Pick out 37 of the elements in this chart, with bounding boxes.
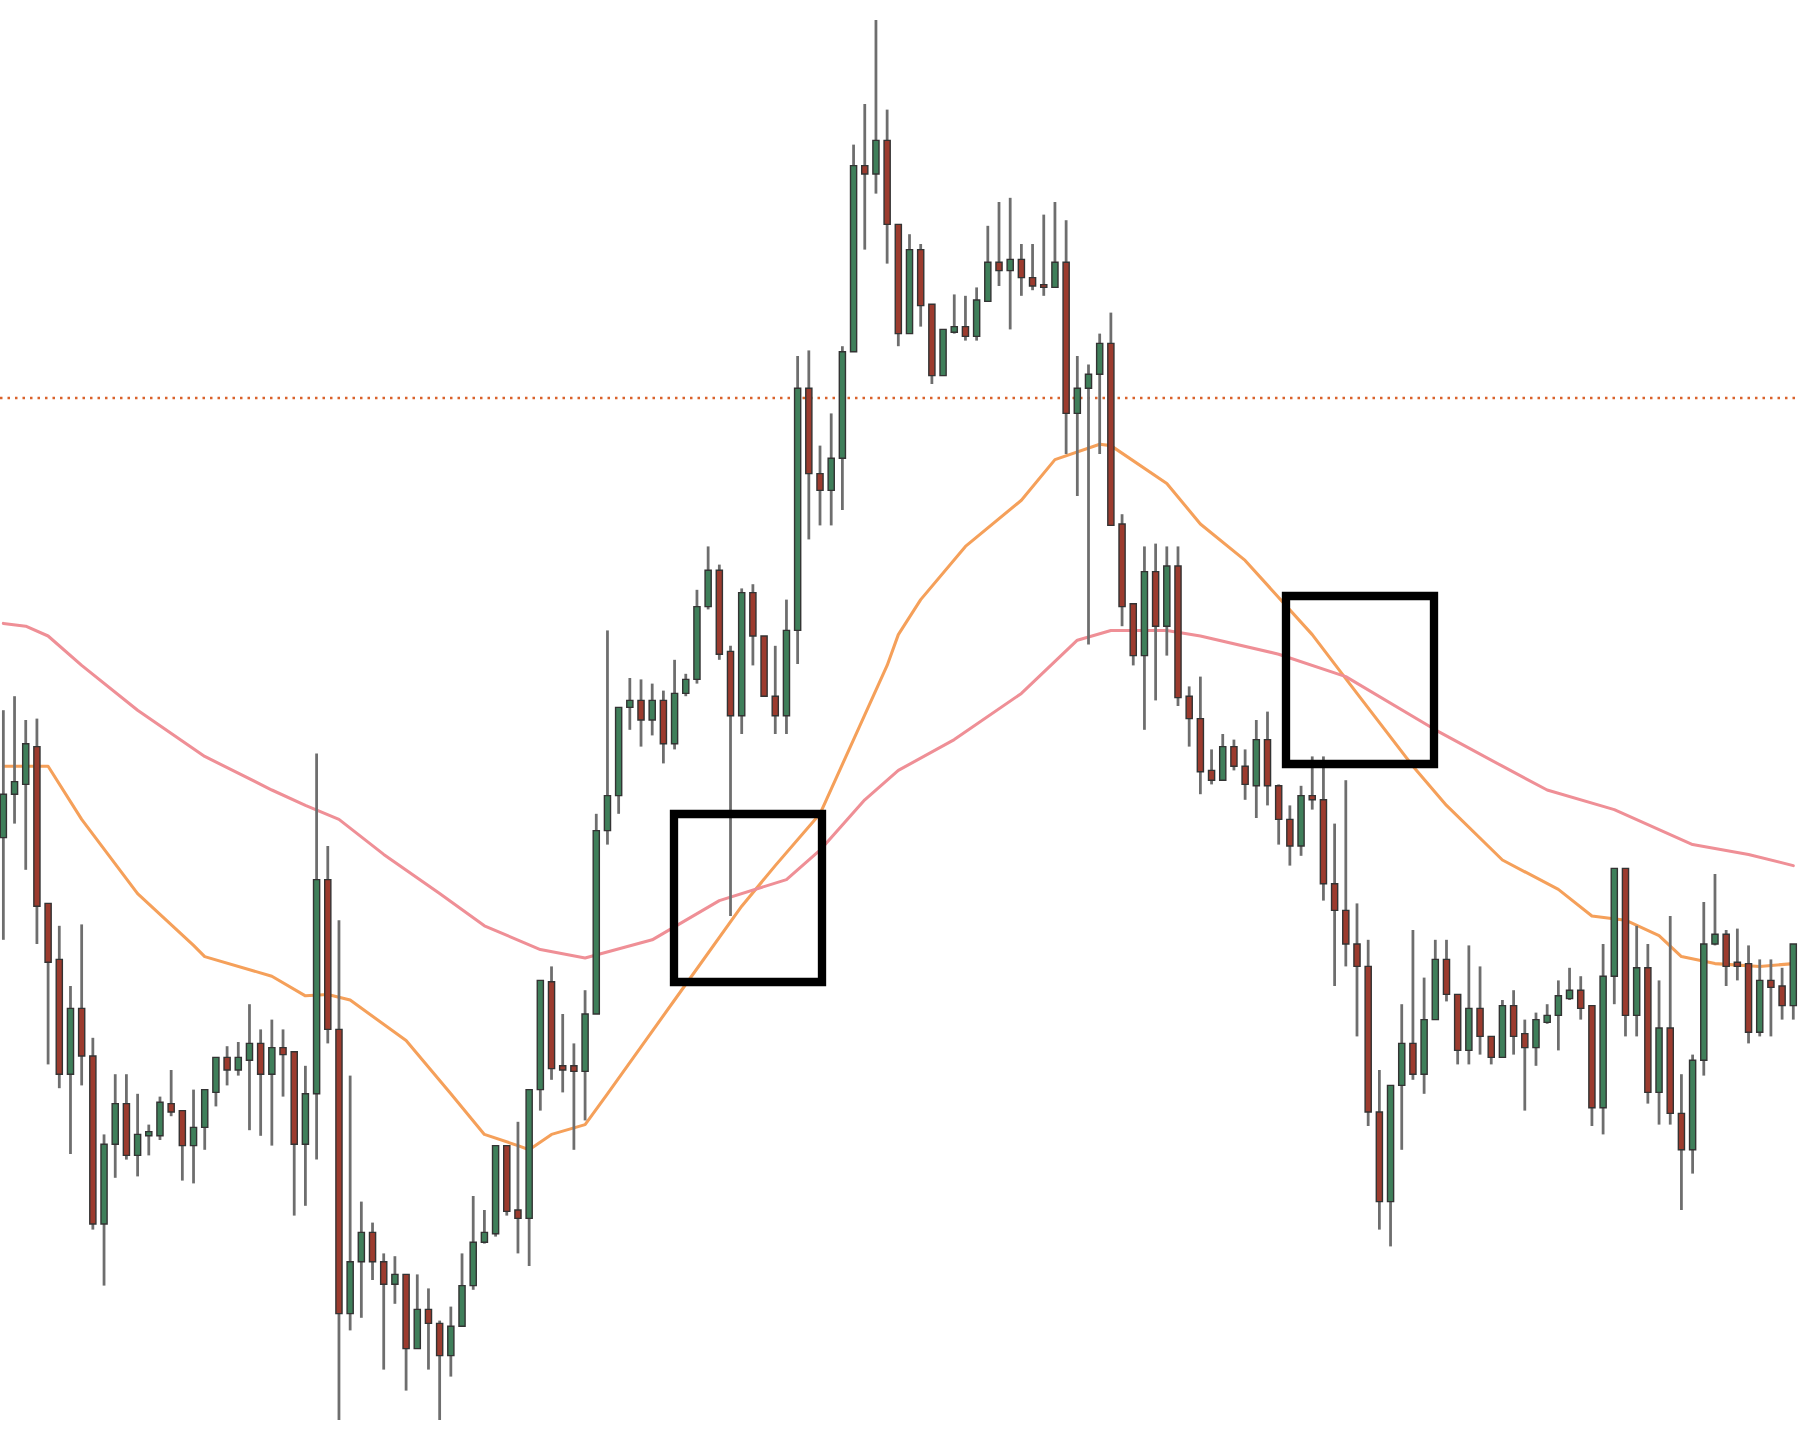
candlestick xyxy=(357,1200,366,1320)
candlestick xyxy=(1073,354,1082,498)
candlestick xyxy=(603,629,612,846)
candlestick xyxy=(972,286,981,343)
candlestick xyxy=(200,1088,209,1152)
candlestick xyxy=(659,689,668,765)
candlestick xyxy=(1554,979,1563,1052)
candlestick xyxy=(379,1252,388,1371)
candlestick xyxy=(480,1208,489,1245)
candlestick xyxy=(256,1028,265,1138)
candlestick xyxy=(1509,988,1518,1056)
candlestick xyxy=(245,1002,254,1132)
candlestick xyxy=(0,708,8,942)
candlestick xyxy=(424,1287,433,1371)
candlestick xyxy=(1263,710,1272,807)
candlestick xyxy=(1677,1072,1686,1212)
candlestick xyxy=(234,1040,243,1077)
candlestick xyxy=(1095,332,1104,456)
candlestick xyxy=(1207,748,1216,786)
candlestick xyxy=(1252,718,1261,820)
candlestick xyxy=(10,694,19,825)
candlestick xyxy=(558,1012,567,1094)
candlestick xyxy=(77,923,86,1087)
candlestick xyxy=(435,1319,444,1422)
candlestick xyxy=(368,1221,377,1282)
candlestick xyxy=(1084,363,1093,646)
candlestick xyxy=(1442,938,1451,1003)
candlestick xyxy=(413,1273,422,1350)
candlestick xyxy=(1330,822,1339,988)
candlestick xyxy=(189,1088,198,1185)
candlestick xyxy=(1017,242,1026,298)
candlestick xyxy=(1632,924,1641,1038)
candlestick xyxy=(178,1109,187,1182)
candlestick xyxy=(1028,242,1037,292)
candlestick xyxy=(133,1092,142,1178)
candlestick xyxy=(961,294,970,343)
candlestick xyxy=(1274,783,1283,846)
